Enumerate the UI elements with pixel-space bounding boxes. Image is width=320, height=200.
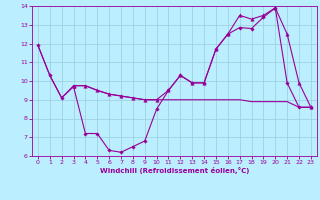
X-axis label: Windchill (Refroidissement éolien,°C): Windchill (Refroidissement éolien,°C)	[100, 167, 249, 174]
